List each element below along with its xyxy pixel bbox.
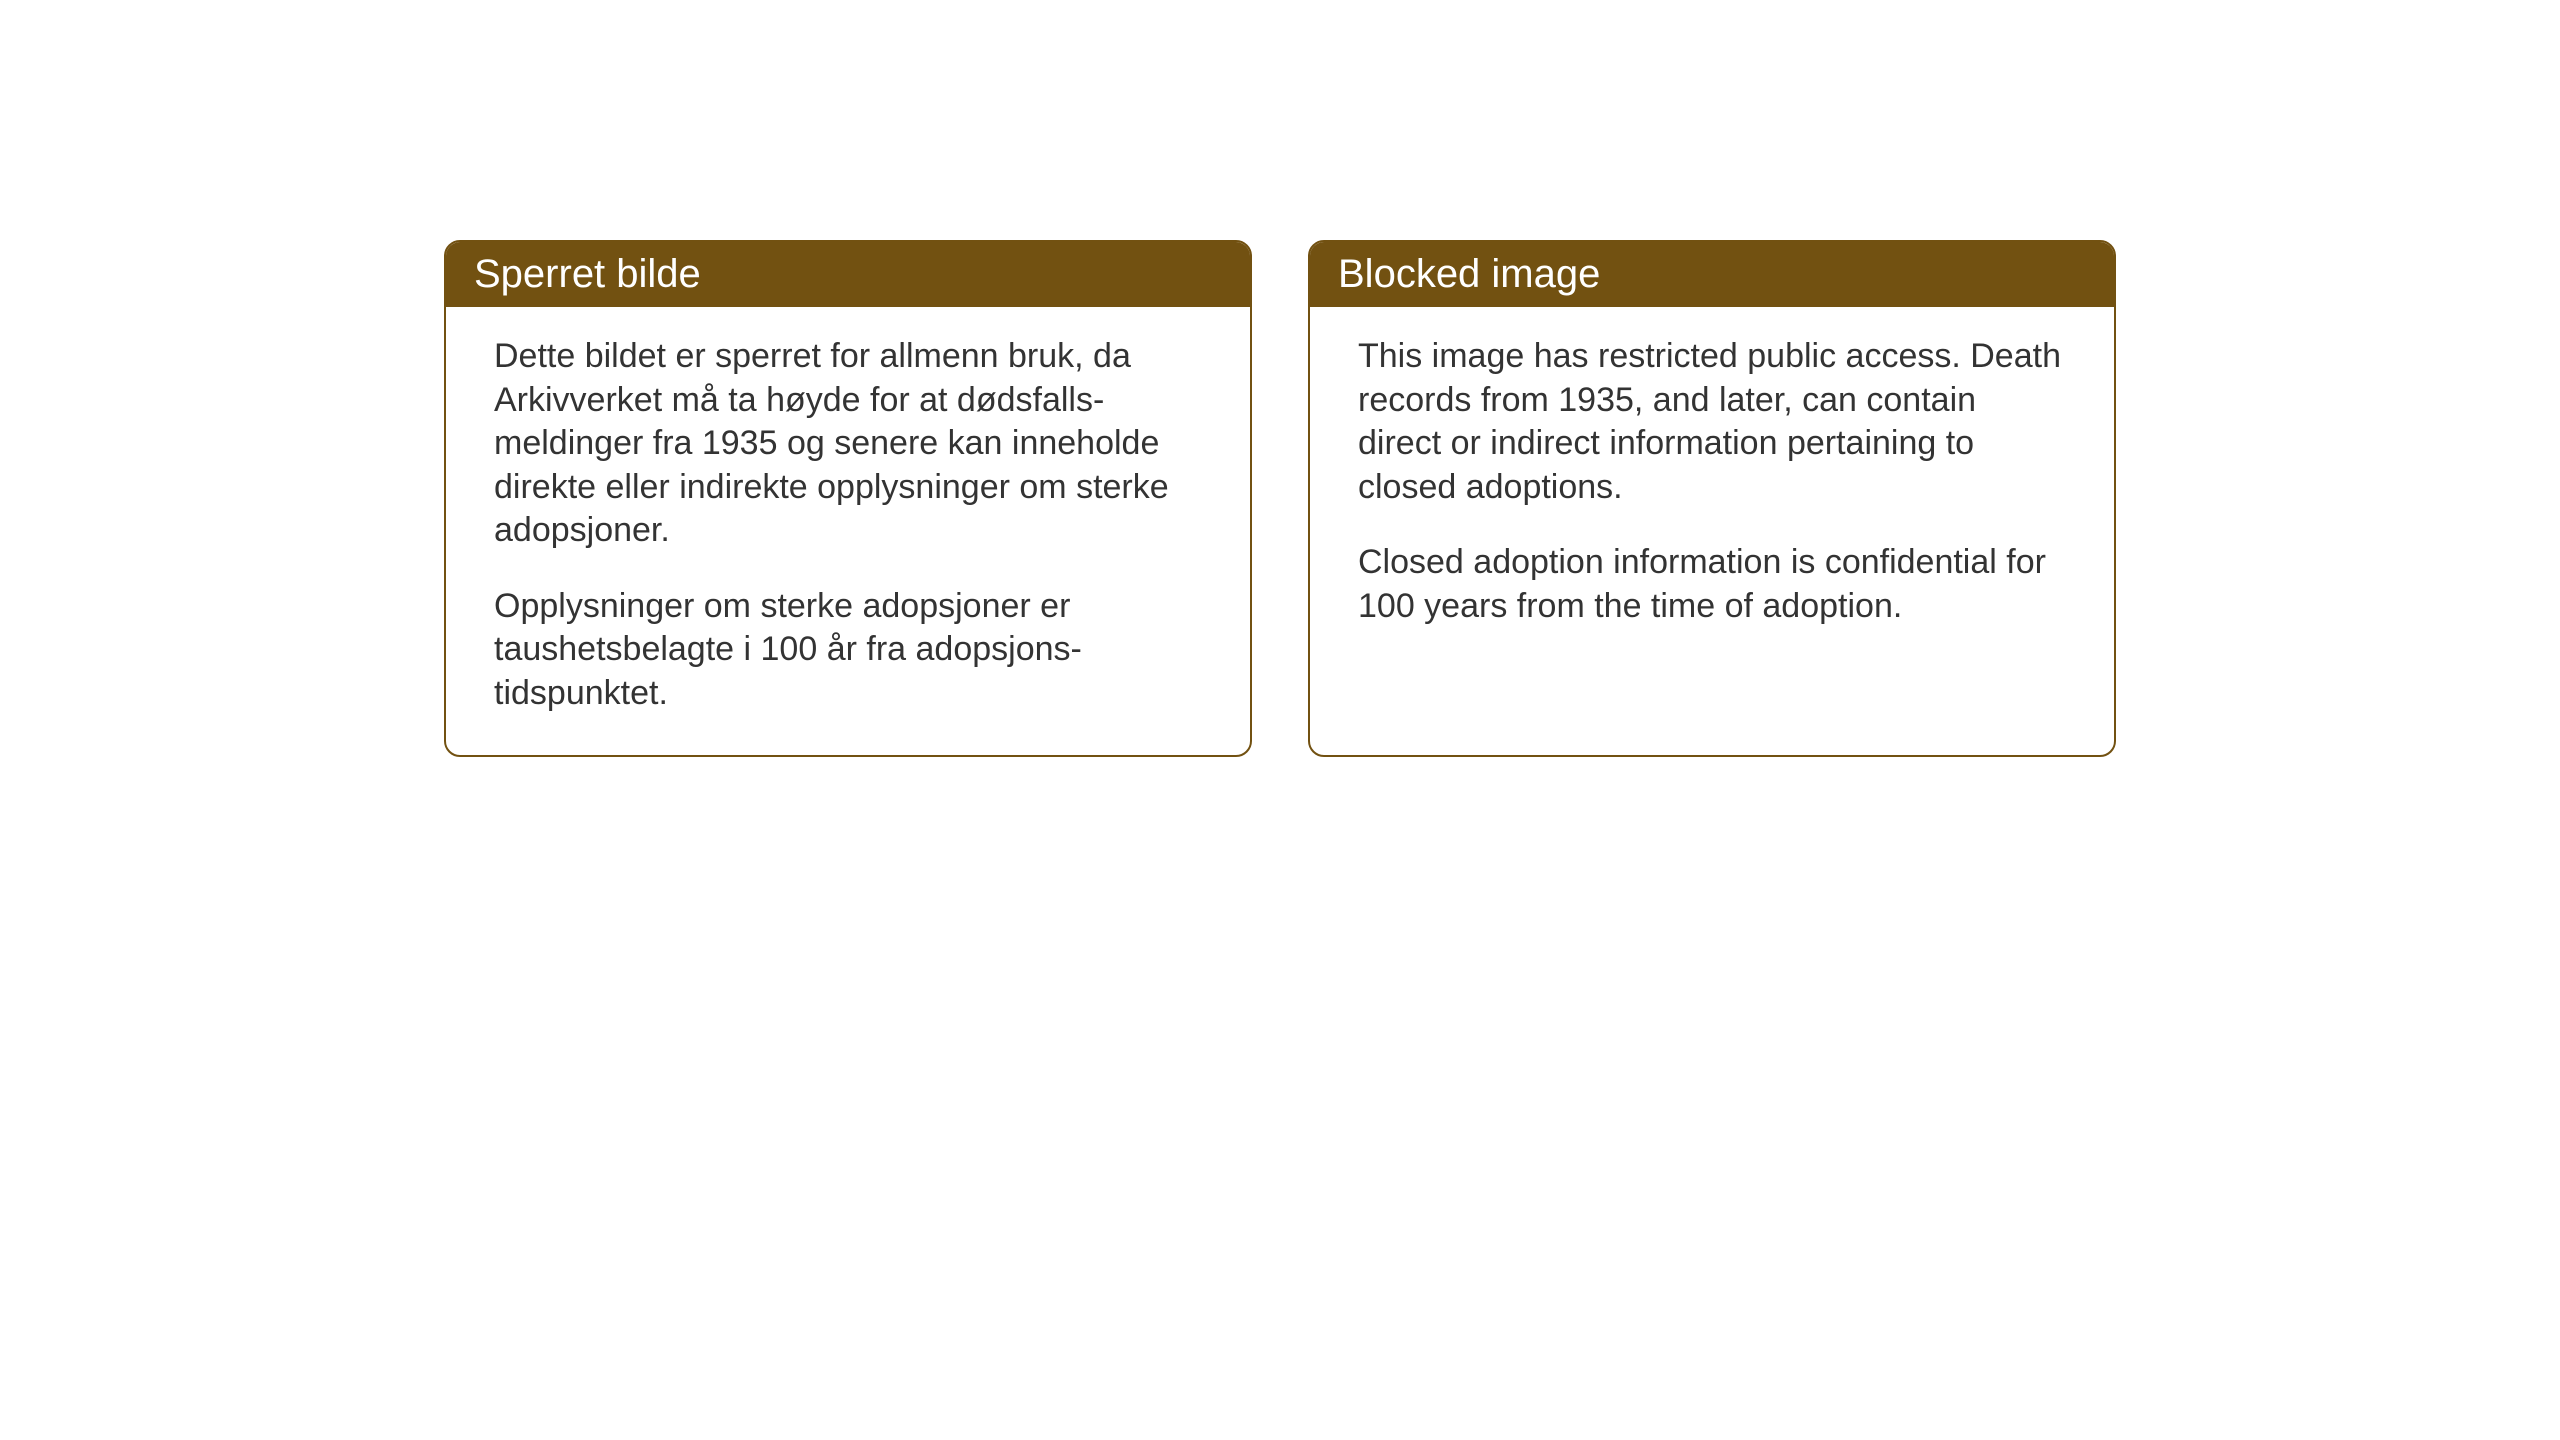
norwegian-card-title: Sperret bilde bbox=[446, 242, 1250, 307]
notice-cards-container: Sperret bilde Dette bildet er sperret fo… bbox=[444, 240, 2116, 757]
norwegian-paragraph-1: Dette bildet er sperret for allmenn bruk… bbox=[494, 335, 1202, 553]
english-card-body: This image has restricted public access.… bbox=[1310, 307, 2114, 707]
english-card-title: Blocked image bbox=[1310, 242, 2114, 307]
norwegian-notice-card: Sperret bilde Dette bildet er sperret fo… bbox=[444, 240, 1252, 757]
norwegian-paragraph-2: Opplysninger om sterke adopsjoner er tau… bbox=[494, 585, 1202, 716]
english-paragraph-2: Closed adoption information is confident… bbox=[1358, 541, 2066, 628]
english-paragraph-1: This image has restricted public access.… bbox=[1358, 335, 2066, 509]
norwegian-card-body: Dette bildet er sperret for allmenn bruk… bbox=[446, 307, 1250, 755]
english-notice-card: Blocked image This image has restricted … bbox=[1308, 240, 2116, 757]
